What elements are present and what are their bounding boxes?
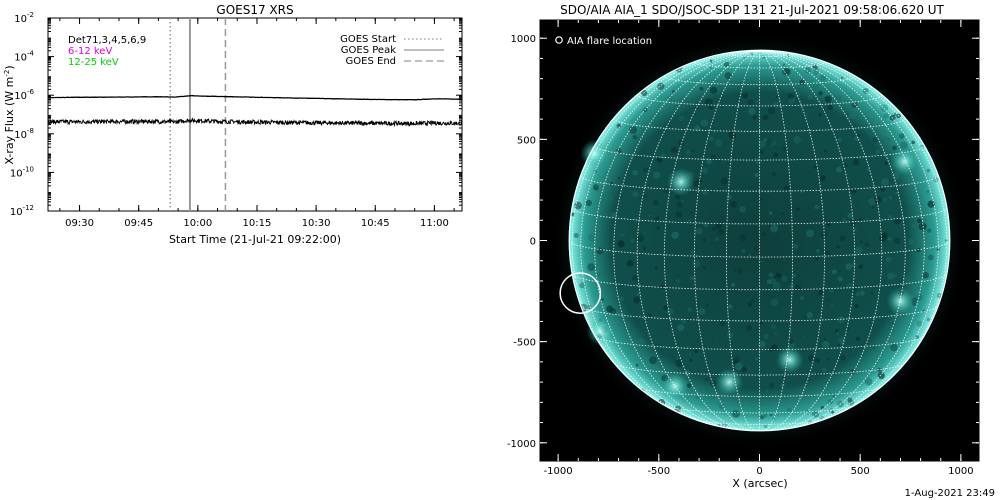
aia-grid-line: [759, 50, 906, 431]
goes-x-axis-label: Start Time (21-Jul-21 09:22:00): [169, 233, 341, 246]
goes-y-axis-label: X-ray Flux (W m-2): [3, 65, 16, 164]
goes-y-tick-label: 10-12: [10, 204, 34, 218]
goes-legend-label: GOES Start: [340, 34, 396, 45]
aia-legend-label: AIA flare location: [567, 36, 652, 47]
aia-limb-outline: [568, 49, 951, 432]
aia-x-tick-label: -1000: [544, 466, 573, 477]
aia-x-tick-label: 1000: [948, 466, 973, 477]
aia-x-axis-label: X (arcsec): [732, 477, 787, 490]
aia-grid-line: [613, 50, 760, 431]
aia-grid-line: [580, 305, 939, 322]
goes-x-tick-label: 11:00: [420, 218, 449, 229]
aia-active-region: [715, 368, 744, 397]
goes-plot-frame: [47, 17, 463, 212]
aia-y-tick-label: -500: [513, 338, 536, 349]
aia-grid-line: [571, 207, 948, 225]
goes-legend-label: GOES Peak: [341, 45, 396, 56]
goes-x-tick-label: 10:15: [243, 218, 272, 229]
aia-grid-line: [759, 50, 948, 410]
aia-grid-line: [613, 118, 906, 132]
goes-x-tick-label: 10:00: [183, 218, 212, 229]
goes-time-markers: [169, 18, 227, 211]
goes-x-axis: 09:30 09:45 10:00 10:15 10:30 10:45 11:00: [59, 18, 455, 229]
footer-timestamp: 1-Aug-2021 23:49: [905, 488, 995, 499]
goes-annotation: Det71,3,4,5,6,9: [68, 35, 146, 46]
aia-grid-line: [726, 50, 760, 432]
aia-y-tick-label: 0: [530, 237, 536, 248]
goes-annotation: 12-25 keV: [68, 57, 119, 68]
aia-grid-line: [568, 240, 951, 258]
aia-x-axis: -1000 -500 0 500 1000: [544, 20, 974, 477]
goes-xrs-panel: GOES17 XRS 10-2 10-4 10-6 10-8 10-10 10-12 09…: [3, 3, 463, 246]
aia-heliographic-grid: [568, 49, 951, 432]
goes-x-tick-label: 09:45: [124, 218, 153, 229]
aia-grid-line: [726, 53, 793, 58]
aia-x-tick-label: 0: [756, 466, 762, 477]
aia-grid-line: [693, 50, 760, 432]
goes-y-axis: 10-2 10-4 10-6 10-8 10-10 10-12: [10, 11, 462, 218]
aia-active-region: [660, 372, 689, 401]
aia-grid-line: [571, 50, 760, 410]
goes-y-tick-label: 10-6: [14, 88, 34, 102]
aia-grid-line: [759, 50, 856, 431]
aia-active-region: [890, 147, 919, 176]
goes-series-line: [48, 95, 462, 101]
aia-grid-line: [614, 363, 905, 376]
goes-legend-label: GOES End: [346, 56, 396, 67]
aia-grid-line: [636, 50, 760, 431]
aia-chart-title: SDO/AIA AIA_1 SDO/JSOC-SDP 131 21-Jul-20…: [560, 3, 944, 17]
aia-grid-line: [663, 50, 760, 431]
aia-grid-line: [594, 50, 760, 429]
aia-grid-line: [580, 175, 939, 192]
aia-y-tick-label: 500: [517, 135, 536, 146]
aia-y-tick-label: 1000: [511, 34, 536, 45]
goes-x-tick-label: 10:30: [302, 218, 331, 229]
aia-grid-line: [637, 386, 882, 397]
aia-x-tick-label: -500: [647, 466, 670, 477]
goes-chart-title: GOES17 XRS: [216, 3, 293, 17]
aia-image-panel: SDO/AIA AIA_1 SDO/JSOC-SDP 131 21-Jul-20…: [507, 3, 980, 490]
aia-active-region: [775, 345, 804, 374]
aia-grid-line: [580, 50, 760, 425]
aia-grid-line: [759, 50, 939, 425]
aia-y-tick-label: -1000: [507, 439, 536, 450]
aia-active-region: [580, 139, 609, 168]
goes-y-tick-label: 10-8: [14, 127, 34, 141]
goes-y-tick-label: 10-2: [14, 11, 34, 25]
aia-x-tick-label: 500: [851, 466, 870, 477]
aia-grid-line: [759, 50, 925, 429]
aia-grid-line: [665, 405, 854, 414]
goes-y-tick-label: 10-4: [14, 50, 34, 64]
aia-flare-circle: [559, 272, 602, 314]
aia-legend-symbol: [555, 36, 563, 44]
goes-y-tick-label: 10-10: [10, 165, 34, 179]
aia-active-region: [666, 167, 695, 196]
aia-grid-line: [694, 62, 825, 69]
aia-grid-line: [759, 50, 793, 432]
aia-grid-line: [759, 50, 883, 431]
aia-grid-line: [594, 145, 925, 161]
goes-annotation: 6-12 keV: [68, 46, 112, 57]
goes-x-tick-label: 10:45: [361, 218, 390, 229]
goes-series-line-noisy: [48, 117, 462, 128]
aia-legend: AIA flare location: [555, 36, 652, 47]
aia-active-region: [886, 287, 915, 316]
goes-series: [48, 95, 462, 128]
goes-x-tick-label: 09:30: [65, 218, 94, 229]
aia-flare-marker: [559, 272, 602, 314]
aia-y-axis: -1000 -500 0 500 1000: [507, 34, 979, 450]
aia-grid-line: [759, 50, 826, 432]
